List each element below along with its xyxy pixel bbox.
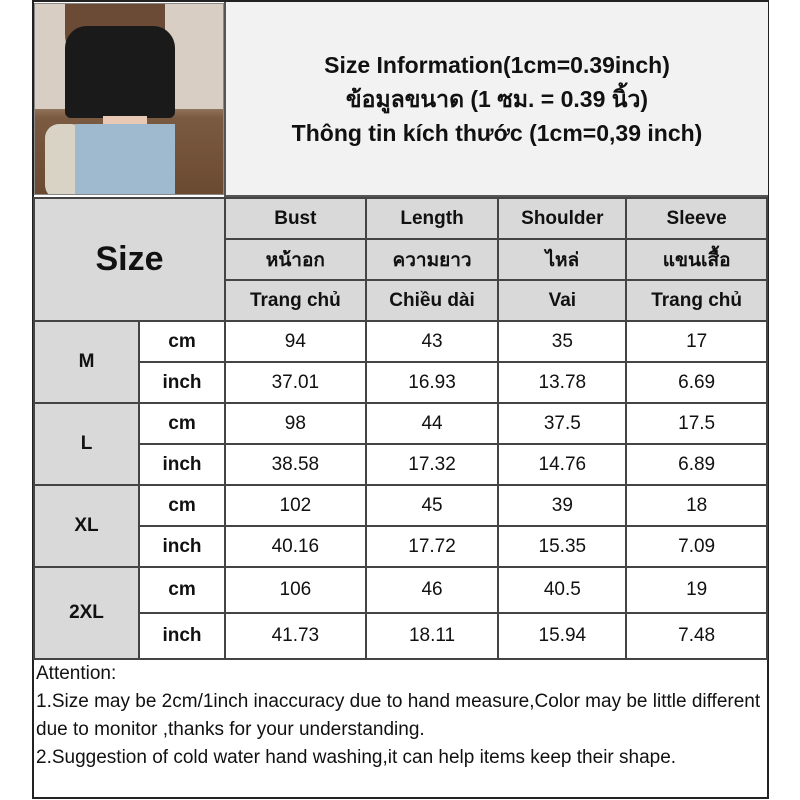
size-info-header: Size Information(1cm=0.39inch) ข้อมูลขนา… <box>224 2 768 197</box>
size-table: Size Bust Length Shoulder Sleeve หน้าอก … <box>33 197 768 660</box>
col-header-vi: Trang chủ <box>224 279 367 322</box>
measurement-cell: 19 <box>625 566 768 614</box>
unit-label: cm <box>138 320 226 363</box>
col-header-en: Length <box>364 197 500 240</box>
measurement-cell: 106 <box>224 566 367 614</box>
col-header-th: แขนเสื้อ <box>625 238 768 281</box>
title-th: ข้อมูลขนาด (1 ซม. = 0.39 นิ้ว) <box>345 85 649 112</box>
col-header-en: Bust <box>224 197 367 240</box>
size-name: L <box>33 402 140 486</box>
measurement-cell: 7.48 <box>625 612 768 660</box>
measurement-cell: 38.58 <box>224 443 367 486</box>
unit-label: cm <box>138 484 226 527</box>
note-2: 2.Suggestion of cold water hand washing,… <box>36 747 677 768</box>
product-photo <box>34 3 224 195</box>
size-name: M <box>33 320 140 404</box>
unit-label: cm <box>138 566 226 614</box>
col-header-th: ไหล่ <box>497 238 628 281</box>
size-header: Size <box>33 197 226 322</box>
col-header-th: ความยาว <box>364 238 500 281</box>
measurement-cell: 17.5 <box>625 402 768 445</box>
measurement-cell: 6.89 <box>625 443 768 486</box>
measurement-cell: 40.5 <box>497 566 628 614</box>
col-header-th: หน้าอก <box>224 238 367 281</box>
measurement-cell: 13.78 <box>497 361 628 404</box>
measurement-cell: 37.5 <box>497 402 628 445</box>
table-row: inch 37.01 16.93 13.78 6.69 <box>34 361 768 404</box>
measurement-cell: 35 <box>497 320 628 363</box>
measurement-cell: 43 <box>364 320 500 363</box>
col-header-en: Sleeve <box>625 197 768 240</box>
measurement-cell: 18.11 <box>364 612 500 660</box>
measurement-cell: 45 <box>364 484 500 527</box>
measurement-cell: 15.35 <box>497 525 628 568</box>
measurement-cell: 16.93 <box>364 361 500 404</box>
measurement-cell: 14.76 <box>497 443 628 486</box>
title-vi: Thông tin kích thước (1cm=0,39 inch) <box>291 119 703 146</box>
unit-label: inch <box>138 525 226 568</box>
measurement-cell: 17.32 <box>364 443 500 486</box>
measurement-cell: 41.73 <box>224 612 367 660</box>
measurement-cell: 94 <box>224 320 367 363</box>
col-header-vi: Trang chủ <box>625 279 768 322</box>
col-header-en: Shoulder <box>497 197 628 240</box>
measurement-cell: 102 <box>224 484 367 527</box>
unit-label: inch <box>138 361 226 404</box>
title-en: Size Information(1cm=0.39inch) <box>324 51 670 78</box>
measurement-cell: 44 <box>364 402 500 445</box>
unit-label: inch <box>138 443 226 486</box>
measurement-cell: 40.16 <box>224 525 367 568</box>
table-row: XL cm 102 45 39 18 <box>33 484 768 568</box>
col-header-vi: Vai <box>497 279 628 322</box>
measurement-cell: 7.09 <box>625 525 768 568</box>
table-row: inch 40.16 17.72 15.35 7.09 <box>34 525 768 568</box>
table-row: 2XL cm 106 46 40.5 19 <box>33 566 768 660</box>
unit-label: inch <box>138 612 226 660</box>
measurement-cell: 39 <box>497 484 628 527</box>
measurement-cell: 6.69 <box>625 361 768 404</box>
table-row: inch 38.58 17.32 14.76 6.89 <box>34 443 768 486</box>
measurement-cell: 98 <box>224 402 367 445</box>
note-1: 1.Size may be 2cm/1inch inaccuracy due t… <box>36 691 761 740</box>
size-name: XL <box>33 484 140 568</box>
notes-heading: Attention: <box>36 663 117 684</box>
unit-label: cm <box>138 402 226 445</box>
measurement-cell: 15.94 <box>497 612 628 660</box>
measurement-cell: 37.01 <box>224 361 367 404</box>
measurement-cell: 17.72 <box>364 525 500 568</box>
measurement-cell: 18 <box>625 484 768 527</box>
size-name: 2XL <box>33 566 140 660</box>
col-header-vi: Chiều dài <box>364 279 500 322</box>
measurement-cell: 17 <box>625 320 768 363</box>
table-row: inch 41.73 18.11 15.94 7.48 <box>34 612 768 660</box>
measurement-cell: 46 <box>364 566 500 614</box>
attention-notes: Attention: 1.Size may be 2cm/1inch inacc… <box>34 660 767 772</box>
